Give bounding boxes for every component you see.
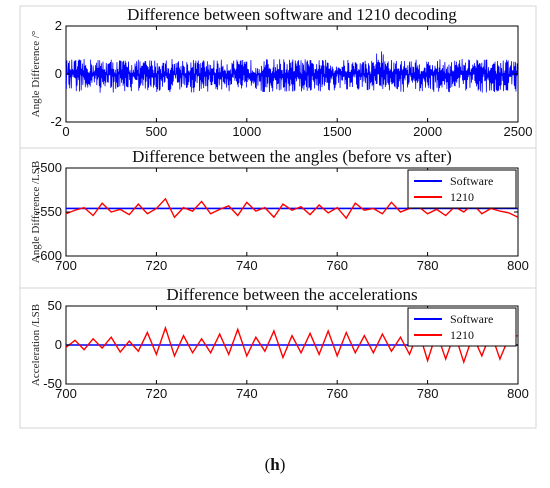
y-tick-label: 2 [55, 18, 62, 33]
y-axis-label: Angle Difference /LSB [30, 161, 42, 263]
y-tick-label: -50 [43, 376, 62, 391]
legend-box [407, 307, 517, 347]
y-tick-label: -550 [36, 204, 62, 219]
y-tick-label: -500 [36, 160, 62, 175]
x-tick-label: 2000 [413, 124, 442, 139]
legend-label: 1210 [450, 190, 474, 204]
y-tick-label: -600 [36, 248, 62, 263]
series-group [66, 51, 518, 93]
y-tick-label: -2 [50, 114, 62, 129]
x-tick-label: 0 [62, 124, 69, 139]
chart-title: Difference between the accelerations [166, 285, 417, 304]
x-tick-label: 1000 [232, 124, 261, 139]
x-tick-label: 1500 [323, 124, 352, 139]
y-axis-label: Angle Difference /° [30, 31, 42, 118]
x-tick-label: 800 [507, 258, 529, 273]
x-tick-label: 780 [417, 258, 439, 273]
legend-label: Software [450, 174, 493, 188]
legend: Software 1210 [407, 169, 517, 209]
legend-label: Software [450, 312, 493, 326]
y-axis-label: Acceleration /LSB [30, 304, 42, 386]
figure-caption: (h) [264, 455, 286, 474]
x-tick-label: 780 [417, 386, 439, 401]
series-line-1210 [66, 197, 518, 220]
caption-letter: h [270, 455, 280, 474]
x-tick-label: 740 [236, 258, 258, 273]
x-tick-label: 700 [55, 386, 77, 401]
y-tick-label: 0 [55, 66, 62, 81]
x-tick-label: 720 [146, 258, 168, 273]
legend-label: 1210 [450, 328, 474, 342]
series-line-1210 [66, 325, 518, 365]
chart-2: Difference between the angles (before vs… [19, 147, 537, 289]
series-line [66, 51, 518, 93]
legend-box [407, 169, 517, 209]
y-tick-label: 0 [55, 337, 62, 352]
x-tick-label: 760 [326, 386, 348, 401]
chart-title: Difference between software and 1210 dec… [127, 5, 457, 24]
x-tick-label: 2500 [504, 124, 533, 139]
x-tick-label: 700 [55, 258, 77, 273]
x-tick-label: 760 [326, 258, 348, 273]
chart-3: Difference between the accelerations Acce… [19, 285, 537, 429]
chart-1: Difference between software and 1210 dec… [19, 5, 537, 149]
x-tick-label: 720 [146, 386, 168, 401]
x-tick-label: 800 [507, 386, 529, 401]
x-tick-label: 740 [236, 386, 258, 401]
legend: Software 1210 [407, 307, 517, 347]
y-tick-label: 50 [48, 298, 62, 313]
chart-title: Difference between the angles (before vs… [132, 147, 452, 166]
x-tick-label: 500 [146, 124, 168, 139]
